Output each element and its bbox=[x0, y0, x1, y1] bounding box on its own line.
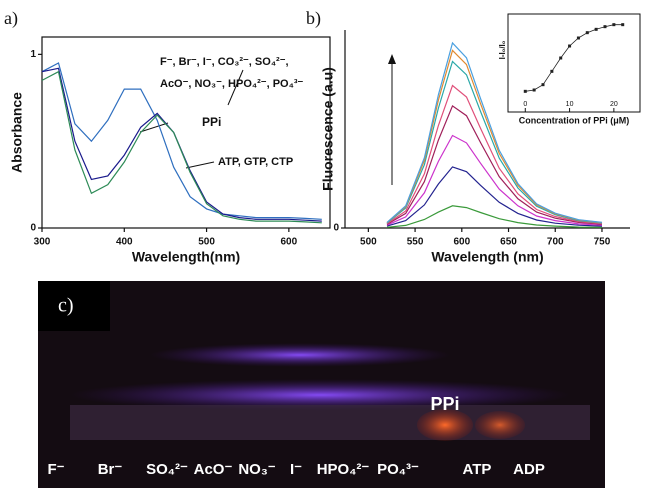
photo-label: Br⁻ bbox=[98, 461, 123, 478]
label-box bbox=[38, 281, 110, 331]
x-tick-label: 700 bbox=[547, 237, 564, 248]
point bbox=[550, 69, 554, 73]
inset-frame bbox=[507, 13, 641, 113]
point bbox=[603, 25, 607, 29]
x-axis-label: Wavelength (nm) bbox=[431, 249, 543, 265]
point bbox=[594, 27, 598, 31]
series-line bbox=[41, 62, 322, 220]
y-tick-label: 1 bbox=[30, 49, 36, 60]
panel-label: b) bbox=[306, 8, 321, 29]
x-tick-label: 600 bbox=[281, 237, 298, 248]
pointer bbox=[227, 69, 244, 106]
glow bbox=[150, 343, 450, 367]
panel-label: c) bbox=[58, 295, 74, 317]
y-axis-label: Fluorescence (a.u) bbox=[320, 67, 336, 191]
photo-label: NO₃⁻ bbox=[238, 461, 275, 478]
series-line bbox=[41, 70, 322, 224]
x-axis-label: Concentration of PPi (μM) bbox=[519, 115, 630, 125]
point bbox=[523, 89, 527, 93]
x-tick-label: 500 bbox=[360, 237, 377, 248]
photo-label: PO₄³⁻ bbox=[377, 461, 419, 478]
x-tick-label: 0 bbox=[523, 101, 527, 108]
glow bbox=[70, 379, 570, 411]
pointer bbox=[185, 161, 215, 169]
point bbox=[612, 23, 616, 27]
y-axis-label: I-I₀/I₀ bbox=[498, 40, 507, 59]
x-tick-label: 550 bbox=[407, 237, 424, 248]
x-tick-label: 500 bbox=[198, 237, 215, 248]
x-tick-label: 400 bbox=[116, 237, 133, 248]
series-line bbox=[386, 205, 603, 228]
vial-ppi bbox=[417, 409, 473, 441]
photo-label: ADP bbox=[513, 461, 545, 478]
y-tick-label: 0 bbox=[30, 223, 36, 234]
point bbox=[585, 31, 589, 35]
vial-atp bbox=[475, 411, 525, 439]
point bbox=[621, 23, 625, 27]
x-tick-label: 650 bbox=[500, 237, 517, 248]
x-tick-label: 600 bbox=[453, 237, 470, 248]
series-line bbox=[386, 134, 603, 226]
series-line bbox=[41, 67, 322, 222]
series-line bbox=[386, 104, 603, 225]
y-tick-label: 0 bbox=[333, 223, 339, 234]
pointer bbox=[139, 122, 169, 133]
point bbox=[568, 44, 572, 48]
photo-label: ATP bbox=[463, 461, 492, 478]
x-tick-label: 10 bbox=[566, 101, 574, 108]
plot-frame bbox=[41, 36, 331, 229]
photo-label: I⁻ bbox=[290, 461, 302, 478]
series-line bbox=[386, 84, 603, 225]
series-line bbox=[386, 166, 603, 227]
y-axis-label: Absorbance bbox=[9, 92, 25, 173]
point bbox=[532, 88, 536, 92]
photo-label: SO₄²⁻ bbox=[146, 461, 188, 478]
overlay-label: PPi bbox=[430, 394, 459, 414]
series-line bbox=[386, 60, 603, 224]
point bbox=[541, 83, 545, 87]
x-axis-label: Wavelength(nm) bbox=[132, 249, 240, 265]
photo-label: F⁻ bbox=[47, 461, 64, 478]
photo-label: HPO₄²⁻ bbox=[317, 461, 370, 478]
x-tick-label: 300 bbox=[34, 237, 51, 248]
point bbox=[559, 56, 563, 60]
point bbox=[576, 36, 580, 40]
annotation: F⁻, Br⁻, I⁻, CO₃²⁻, SO₄²⁻, AcO⁻, NO₃⁻, H… bbox=[160, 56, 304, 90]
series-line bbox=[386, 41, 603, 223]
annotation: PPi bbox=[202, 115, 221, 129]
annotation: ATP, GTP, CTP bbox=[218, 156, 293, 168]
x-tick-label: 750 bbox=[594, 237, 611, 248]
x-tick-label: 20 bbox=[610, 101, 618, 108]
panel-label: a) bbox=[4, 8, 18, 29]
photo-label: AcO⁻ bbox=[194, 461, 233, 478]
arrow-head bbox=[388, 54, 396, 64]
